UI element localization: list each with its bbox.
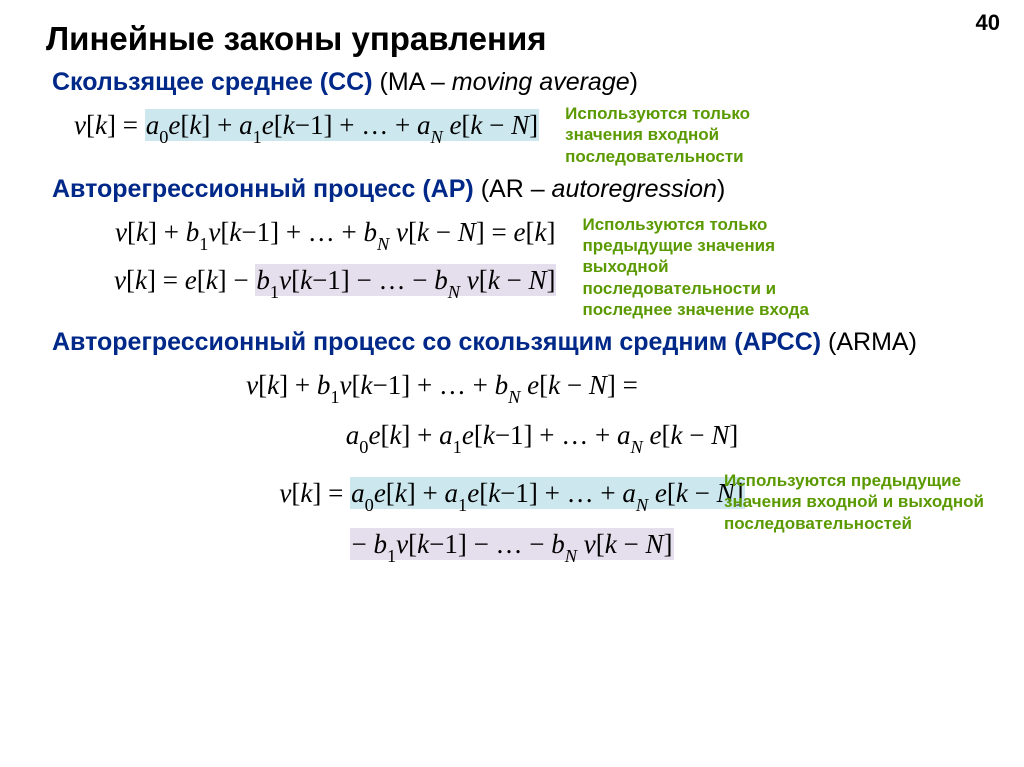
ar-box: b1v[k−1] − … − bN v[k − N] (255, 264, 556, 296)
arma-eq4: − b1v[k−1] − … − bN v[k − N] (342, 522, 681, 570)
arma-eqs: v[k] + b1v[k−1] + … + bN e[k − N] = a0e[… (46, 363, 978, 570)
page-title: Линейные законы управления (46, 20, 978, 58)
ma-head-bold: Скользящее среднее (СС) (52, 68, 373, 96)
ma-row: v[k] = a0e[k] + a1e[k−1] + … + aN e[k − … (46, 103, 978, 167)
slide: Линейные законы управления Скользящее ср… (0, 0, 1024, 570)
ma-note: Используются только значения входной пос… (565, 103, 825, 167)
ar-head-close: ) (717, 175, 725, 203)
ar-eq2: v[k] = e[k] − b1v[k−1] − … − bN v[k − N] (106, 258, 564, 306)
arma-note: Используются предыдущие значения входной… (724, 470, 984, 534)
arma-box-pink: − b1v[k−1] − … − bN v[k − N] (350, 528, 673, 560)
ar-row: v[k] + b1v[k−1] + … + bN v[k − N] = e[k]… (46, 210, 978, 320)
ar-head-plain: (AR – (474, 175, 552, 203)
arma-box-blue: a0e[k] + a1e[k−1] + … + aN e[k − N] (350, 477, 744, 509)
ma-head-plain: (MA – (373, 68, 452, 96)
ma-box: a0e[k] + a1e[k−1] + … + aN e[k − N] (145, 109, 539, 141)
arma-eq3: v[k] = a0e[k] + a1e[k−1] + … + aN e[k − … (271, 471, 752, 519)
ar-head-ital: autoregression (552, 175, 717, 203)
arma-head-bold: Авторегрессионный процесс со скользящим … (52, 328, 821, 356)
ar-note: Используются только предыдущие значения … (582, 214, 842, 320)
arma-head-plain: (ARMA) (821, 328, 917, 356)
ar-eqs: v[k] + b1v[k−1] + … + bN v[k − N] = e[k]… (106, 210, 564, 306)
subhead-ma: Скользящее среднее (СС) (MA – moving ave… (52, 68, 978, 97)
ma-equation: v[k] = a0e[k] + a1e[k−1] + … + aN e[k − … (66, 103, 547, 151)
arma-eq1: v[k] + b1v[k−1] + … + bN e[k − N] = (238, 363, 646, 411)
ar-eq1: v[k] + b1v[k−1] + … + bN v[k − N] = e[k] (107, 210, 563, 258)
subhead-arma: Авторегрессионный процесс со скользящим … (52, 328, 978, 357)
subhead-ar: Авторегрессионный процесс (АР) (AR – aut… (52, 175, 978, 204)
ar-head-bold: Авторегрессионный процесс (АР) (52, 175, 474, 203)
ma-head-close: ) (630, 68, 638, 96)
arma-eq2: a0e[k] + a1e[k−1] + … + aN e[k − N] (338, 413, 746, 461)
page-number: 40 (976, 10, 1000, 36)
ma-head-ital: moving average (452, 68, 630, 96)
